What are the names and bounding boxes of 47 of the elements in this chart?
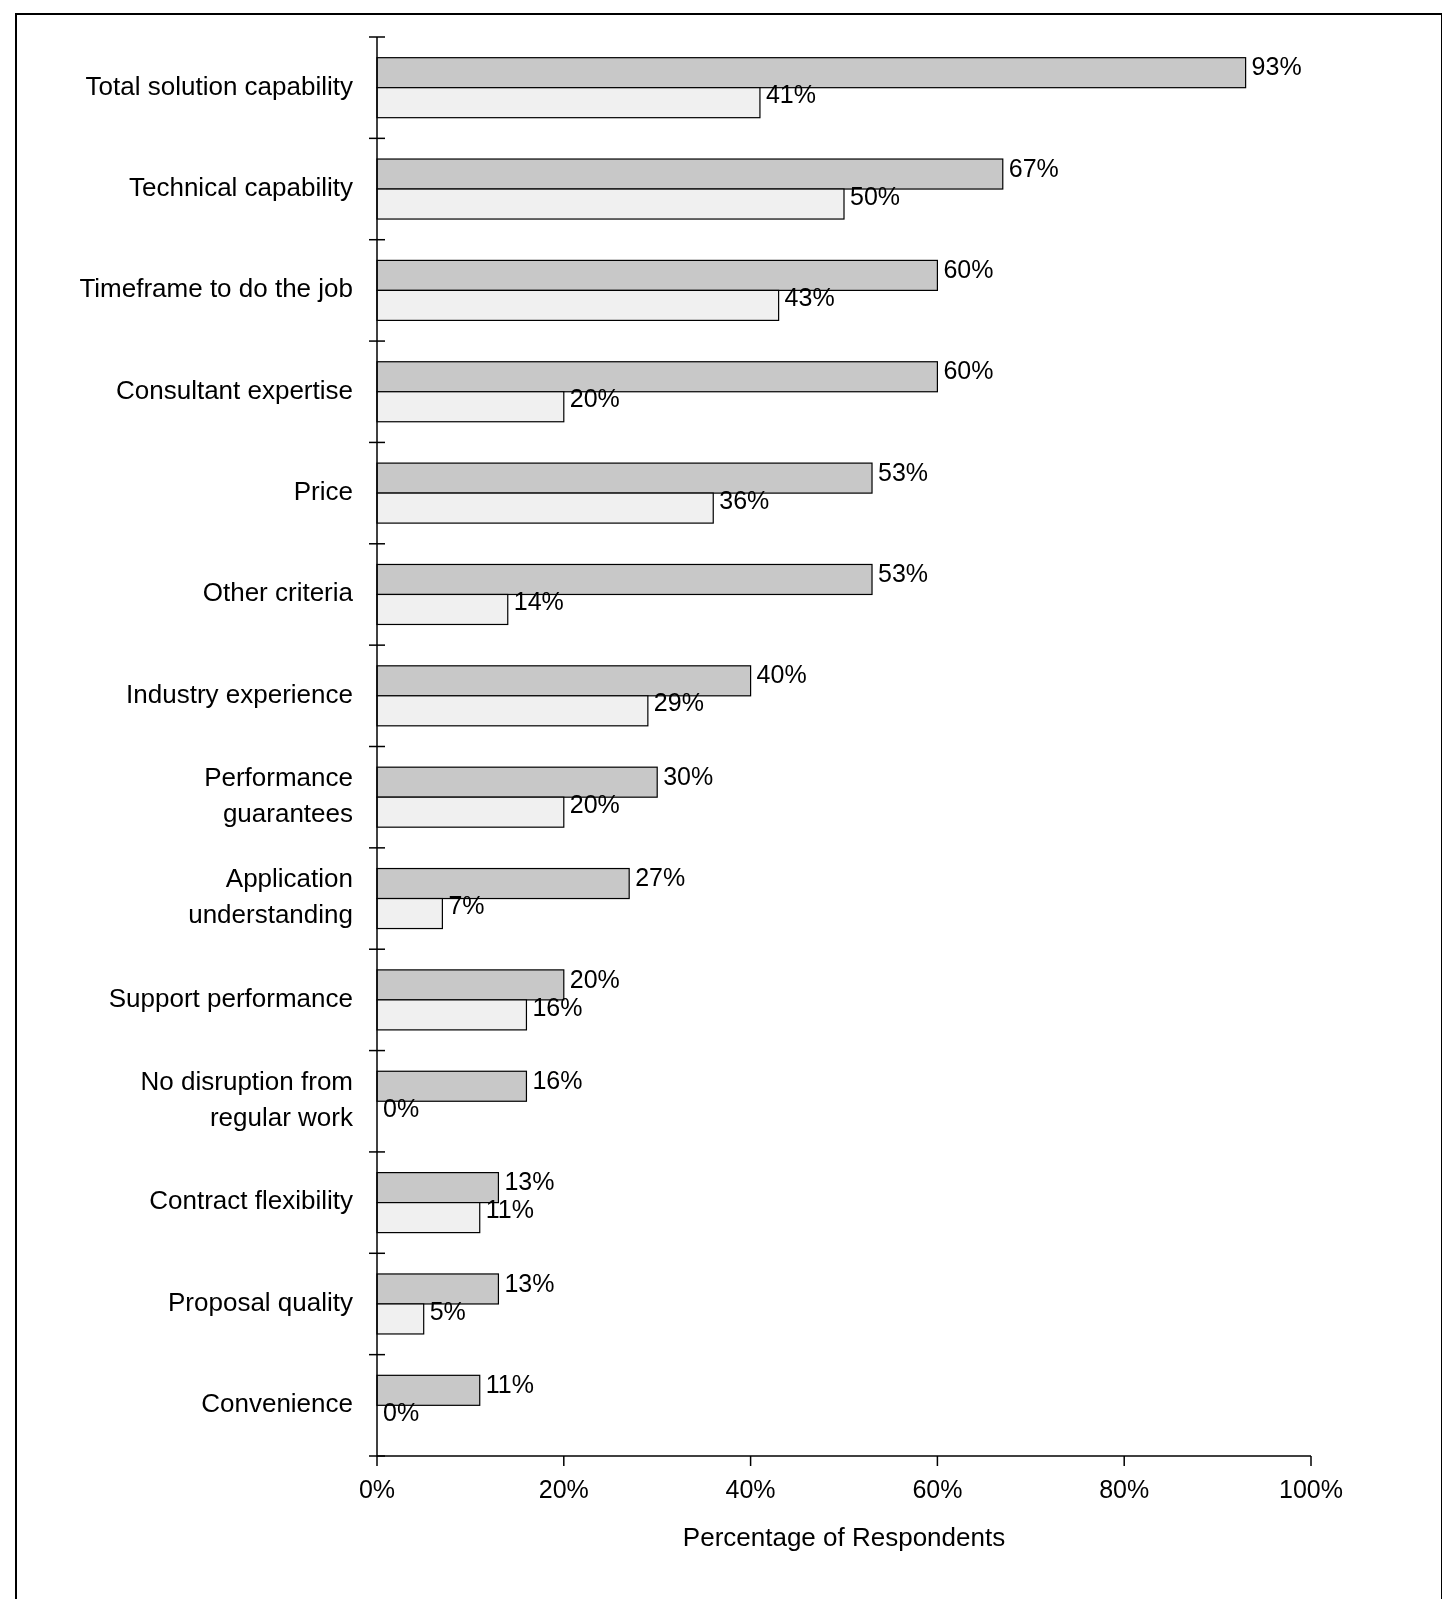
x-tick-label: 60%: [912, 1475, 963, 1503]
x-tick-label: 40%: [725, 1475, 776, 1503]
y-tick-label: Contract flexibility: [149, 1185, 353, 1216]
y-tick-label: Industry experience: [126, 678, 353, 709]
data-label: 50%: [850, 181, 901, 210]
y-tick-label: Support performance: [108, 982, 353, 1013]
x-tick-label: 0%: [358, 1475, 396, 1503]
data-label: 53%: [878, 559, 929, 588]
y-tick-label: Application understanding: [188, 863, 353, 930]
data-label: 60%: [943, 356, 994, 385]
data-label: 36%: [719, 485, 770, 514]
y-tick-label: Total solution capability: [85, 70, 353, 101]
data-label: 40%: [756, 660, 807, 689]
data-label: 7%: [448, 891, 485, 920]
data-label: 93%: [1251, 52, 1302, 81]
data-label: 5%: [429, 1296, 466, 1325]
data-label: 11%: [485, 1369, 534, 1398]
data-label: 29%: [653, 688, 704, 717]
x-tick-label: 20%: [538, 1475, 589, 1503]
y-tick-label: No disruption from regular work: [140, 1066, 354, 1133]
data-label: 13%: [504, 1268, 555, 1297]
data-label: 60%: [943, 255, 994, 283]
y-tick-label: Technical capability: [128, 171, 353, 202]
data-label: 0%: [383, 1093, 420, 1122]
data-label: 20%: [569, 384, 620, 413]
data-label: 20%: [569, 964, 620, 993]
y-tick-label: Price: [293, 475, 353, 506]
data-label: 0%: [383, 1397, 420, 1426]
y-tick-label: Performance guarantees: [204, 762, 353, 829]
data-label: 16%: [532, 992, 583, 1021]
data-label: 20%: [569, 789, 620, 818]
data-label: 41%: [765, 80, 816, 109]
y-tick-label: Proposal quality: [168, 1286, 353, 1317]
data-label: 53%: [878, 457, 929, 486]
y-tick-label: Other criteria: [202, 577, 354, 608]
y-tick-label: Timeframe to do the job: [79, 273, 353, 304]
data-label: 13%: [504, 1167, 555, 1196]
data-label: 11%: [485, 1195, 534, 1224]
y-tick-label: Consultant expertise: [115, 374, 353, 405]
data-label: 16%: [532, 1065, 583, 1094]
x-tick-label: 100%: [1279, 1475, 1343, 1503]
y-tick-label: Convenience: [201, 1388, 353, 1419]
data-label: 27%: [635, 863, 686, 892]
x-axis-title: Percentage of Respondents: [682, 1522, 1006, 1552]
data-label: 67%: [1008, 153, 1059, 182]
x-tick-label: 80%: [1099, 1475, 1150, 1503]
data-label: 30%: [663, 761, 714, 790]
